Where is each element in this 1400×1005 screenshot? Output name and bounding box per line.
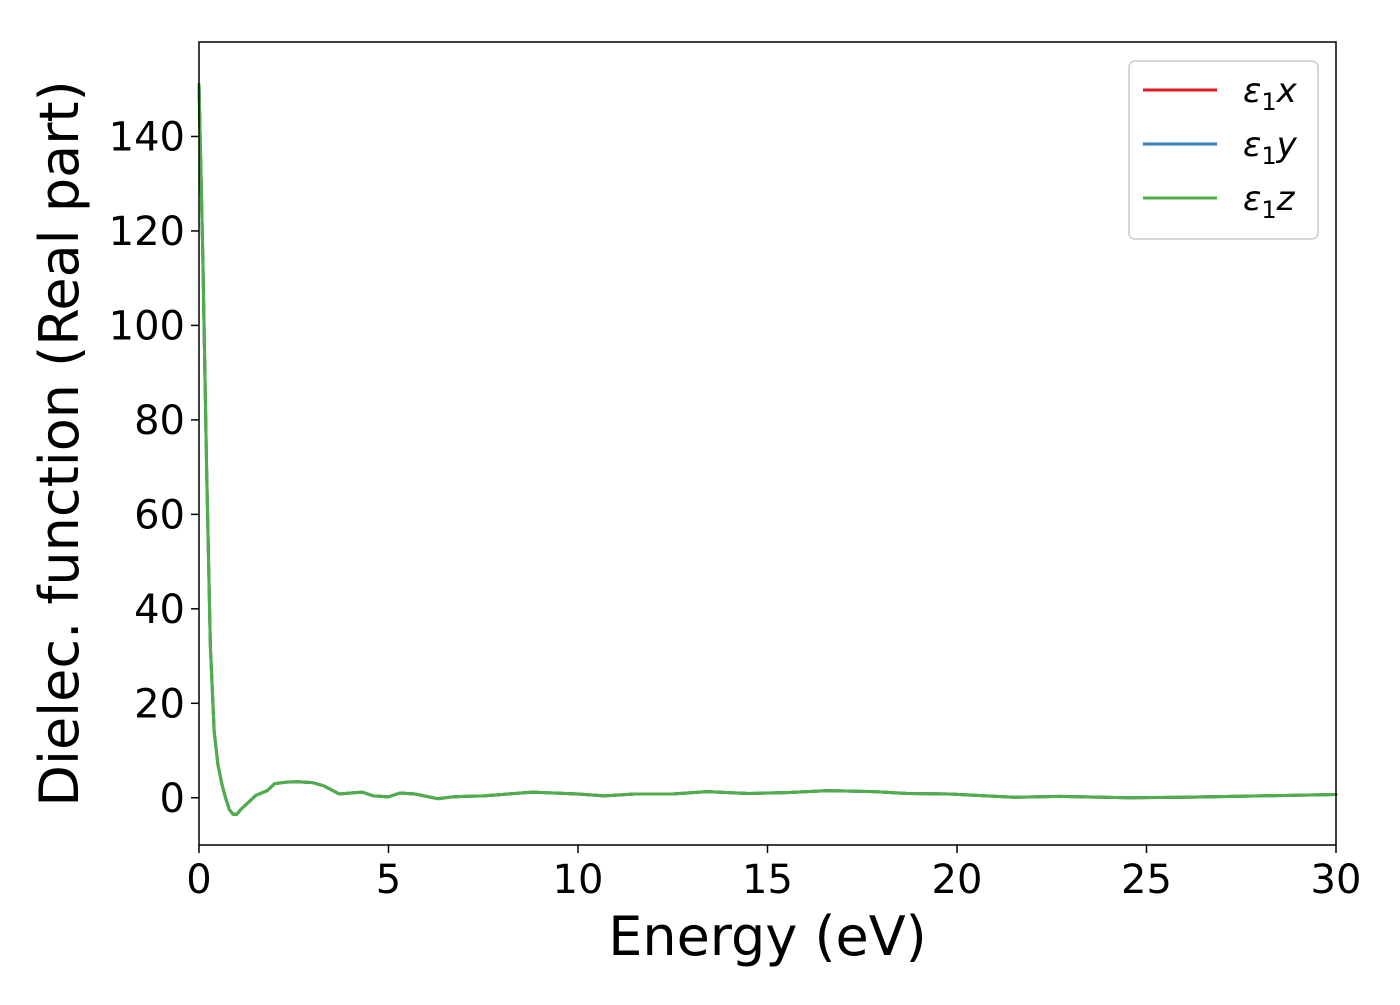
x-tick-label: 30 bbox=[1311, 857, 1362, 903]
legend-box bbox=[1128, 60, 1319, 240]
x-tick-label: 20 bbox=[932, 857, 983, 903]
y-tick-label: 20 bbox=[134, 681, 185, 727]
legend-label-1: ε1x bbox=[1243, 71, 1298, 116]
y-tick-label: 40 bbox=[134, 587, 185, 633]
y-axis: 0 20 40 60 80 100 120 140 bbox=[109, 114, 199, 822]
y-tick-label: 100 bbox=[109, 303, 185, 349]
y-tick-label: 80 bbox=[134, 398, 185, 444]
y-tick-label: 140 bbox=[109, 114, 185, 160]
plot-marks bbox=[197, 83, 1338, 816]
series-line-3 bbox=[197, 83, 1338, 816]
x-tick-label: 5 bbox=[376, 857, 401, 903]
x-tick-label: 10 bbox=[553, 857, 604, 903]
y-tick-label: 0 bbox=[160, 776, 185, 822]
legend: ε1x ε1y ε1z bbox=[1128, 60, 1319, 240]
y-tick-label: 120 bbox=[109, 209, 185, 255]
y-tick-label: 60 bbox=[134, 492, 185, 538]
x-axis: 0 5 10 15 20 25 30 bbox=[186, 845, 1361, 903]
y-axis-title: Dielec. function (Real part) bbox=[28, 80, 91, 806]
x-axis-title: Energy (eV) bbox=[608, 905, 927, 968]
legend-label-2: ε1y bbox=[1243, 125, 1298, 170]
legend-label-3: ε1z bbox=[1243, 179, 1296, 224]
x-tick-label: 25 bbox=[1121, 857, 1172, 903]
x-tick-label: 0 bbox=[186, 857, 211, 903]
x-tick-label: 15 bbox=[742, 857, 793, 903]
